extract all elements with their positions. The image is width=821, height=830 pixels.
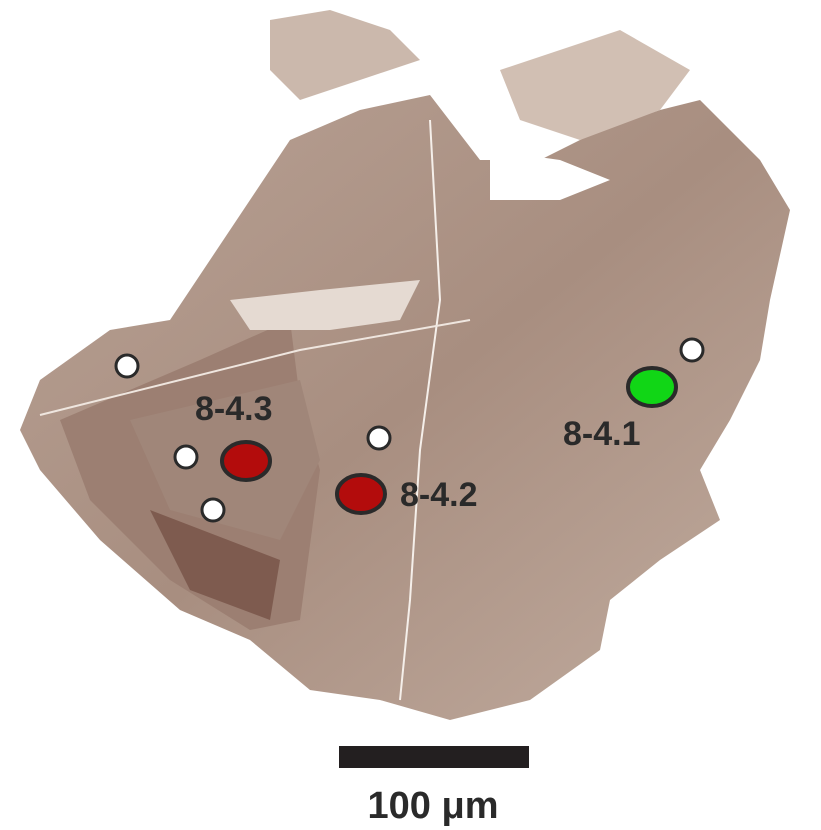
spot-red	[337, 475, 385, 513]
spot	[116, 355, 138, 377]
scale-bar	[339, 746, 529, 768]
spot	[175, 446, 197, 468]
spot-green	[628, 368, 676, 406]
page: 8-4.3 8-4.2 8-4.1 100 μm (() => { const …	[0, 0, 821, 830]
spot-red	[222, 442, 270, 480]
spot-label: 8-4.2	[400, 476, 478, 514]
spot	[681, 339, 703, 361]
spot	[202, 499, 224, 521]
scale-bar-label: 100 μm	[368, 785, 499, 827]
spot-label: 8-4.1	[563, 415, 641, 453]
micrograph: 8-4.3 8-4.2 8-4.1 100 μm	[0, 0, 821, 830]
spot	[368, 427, 390, 449]
spot-label: 8-4.3	[195, 390, 273, 428]
